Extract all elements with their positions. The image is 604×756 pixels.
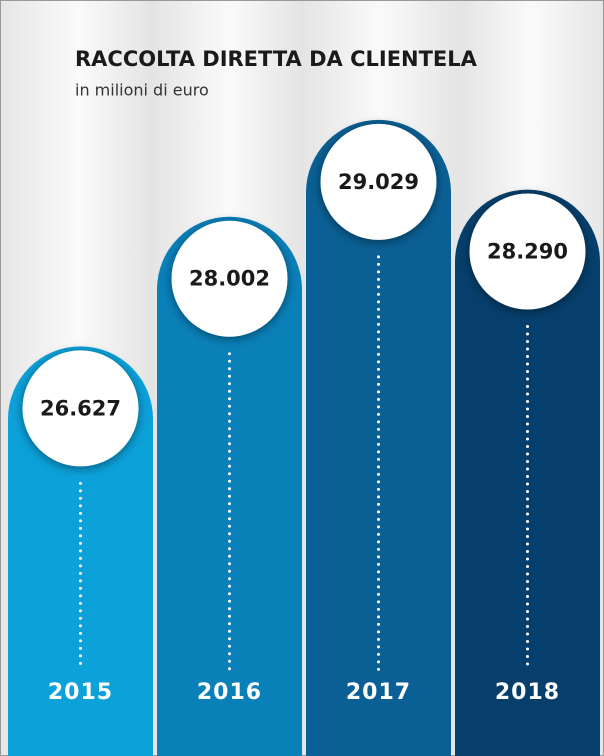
- x-tick-label: 2016: [197, 680, 262, 705]
- value-circle: [22, 350, 139, 467]
- value-label: 29.029: [338, 170, 419, 194]
- x-tick-label: 2018: [495, 680, 560, 705]
- chart-subtitle: in milioni di euro: [75, 81, 209, 100]
- value-circle: [320, 123, 437, 240]
- bar: [455, 189, 600, 756]
- x-tick-label: 2017: [346, 680, 411, 705]
- value-label: 28.290: [487, 240, 568, 264]
- chart-title: RACCOLTA DIRETTA DA CLIENTELA: [75, 47, 478, 71]
- value-circle: [171, 220, 288, 337]
- value-label: 28.002: [189, 267, 270, 291]
- bar: [157, 216, 302, 756]
- x-tick-label: 2015: [48, 680, 113, 705]
- value-circle: [469, 193, 586, 310]
- value-label: 26.627: [40, 396, 121, 420]
